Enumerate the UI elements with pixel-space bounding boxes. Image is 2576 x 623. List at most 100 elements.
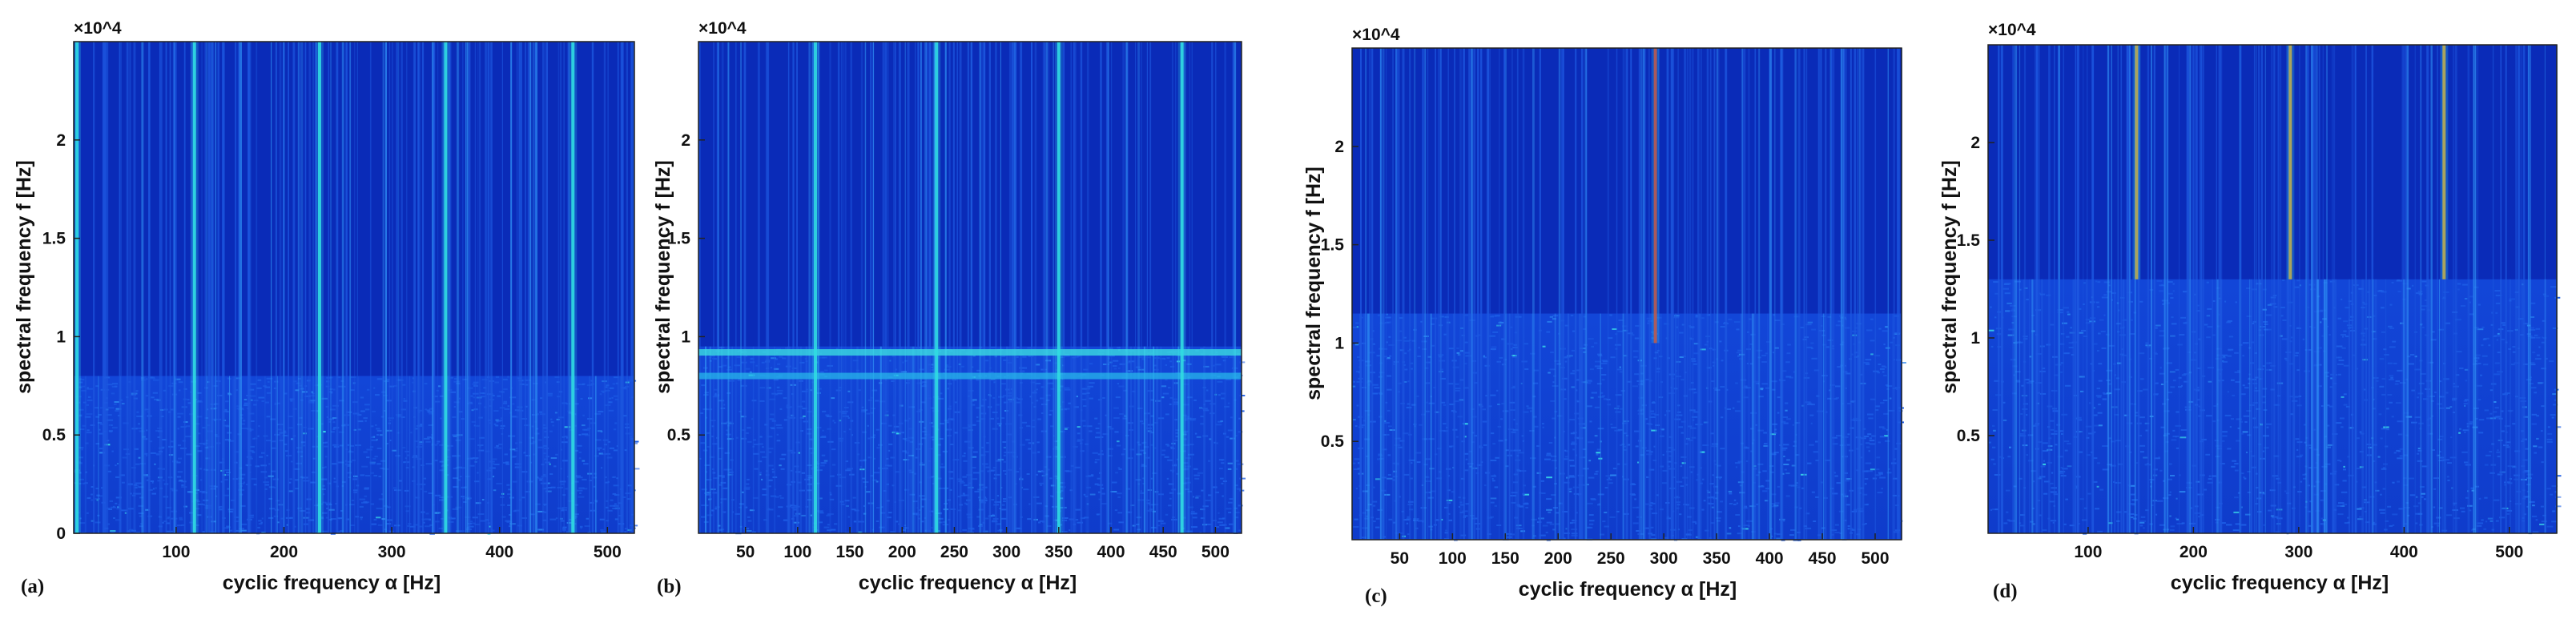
x-tick-label: 350 [1044,543,1073,561]
y-tick-label: 2 [681,131,690,150]
x-tick-label: 400 [1097,543,1125,561]
x-tick-label: 100 [2074,543,2102,561]
x-tick-label: 500 [1201,543,1230,561]
y-tick-label: 2 [1334,138,1344,156]
cyclic-frequency-line-glow [932,42,941,533]
cyclic-frequency-line-glow [811,42,820,533]
y-exponent-label: ×10^4 [1352,26,1400,44]
x-axis-label: cyclic frequency α [Hz] [2171,572,2389,594]
cyclic-frequency-line [571,42,575,533]
x-tick-label: 200 [888,543,916,561]
y-tick-label: 1.5 [1321,236,1345,255]
y-tick-label: 1 [681,328,690,346]
cyclic-frequency-line [317,42,321,533]
cyclic-frequency-line-glow [315,42,324,533]
y-tick-label: 1 [1334,334,1344,352]
x-tick-label: 450 [1809,549,1837,568]
cyclic-frequency-line-glow [73,42,82,533]
y-tick-label: 1 [1970,329,1980,348]
vertical-striations [78,42,635,533]
x-tick-label: 300 [1650,549,1678,568]
heatmap-panel-d: ×10^4 spectral frequency f [Hz] cyclic f… [1938,21,2562,602]
x-axis-label: cyclic frequency α [Hz] [1519,578,1737,601]
y-tick-label: 1.5 [1957,231,1981,250]
panel-label: (d) [1993,581,2018,602]
cyclic-frequency-line [1180,42,1184,533]
panel-label: (b) [657,576,682,597]
heatmap-plot-area [1987,44,2562,535]
x-tick-label: 450 [1149,543,1177,561]
x-axis-label: cyclic frequency α [Hz] [223,572,441,594]
cyclic-frequency-line-glow [2440,45,2449,279]
cyclic-frequency-line [2442,45,2446,279]
cyclic-frequency-line [2135,45,2139,279]
x-tick-label: 100 [1439,549,1467,568]
heatmap-panel-c: ×10^4 spectral frequency f [Hz] cyclic f… [1302,26,1906,607]
x-tick-label: 200 [2180,543,2208,561]
vertical-striations [1998,45,2558,533]
cyclic-frequency-line-glow [1651,48,1660,344]
cyclic-frequency-line [75,42,79,533]
y-tick-label: 2 [56,131,66,150]
plot-frame [698,41,1242,534]
y-tick-label: 2 [1970,134,1980,152]
x-tick-label: 300 [2284,543,2312,561]
plot-frame [1987,44,2558,534]
y-axis-label: spectral frequency f [Hz] [652,160,674,394]
cyclic-frequency-line [444,42,448,533]
x-tick-label: 500 [1861,549,1889,568]
cyclic-frequency-line-glow [2286,45,2295,279]
y-tick-label: 0.5 [42,426,66,444]
x-tick-label: 500 [2495,543,2523,561]
cyclic-frequency-line-glow [1054,42,1063,533]
horizontal-band-line [698,372,1242,380]
vertical-striations [698,42,1239,533]
x-tick-label: 200 [1544,549,1572,568]
y-tick-label: 0.5 [667,426,691,444]
cyclic-frequency-line [192,42,196,533]
y-tick-label: 1 [56,328,66,346]
y-exponent-label: ×10^4 [74,19,122,38]
x-tick-label: 50 [736,543,755,561]
y-exponent-label: ×10^4 [698,19,747,38]
heatmap-panel-b: ×10^4 spectral frequency f [Hz] cyclic f… [652,19,1246,597]
cyclic-frequency-line [1057,42,1061,533]
cyclic-frequency-line [814,42,818,533]
heatmap-plot-area [73,41,640,535]
y-tick-label: 1.5 [667,230,691,248]
panel-label: (a) [21,576,44,597]
heatmap-plot-area [698,41,1246,535]
y-axis-label: spectral frequency f [Hz] [13,160,35,394]
y-tick-label: 1.5 [42,230,66,248]
x-tick-label: 300 [992,543,1020,561]
x-tick-label: 350 [1703,549,1731,568]
y-tick-label: 0.5 [1321,432,1345,451]
plot-frame [1351,47,1902,541]
x-tick-label: 150 [836,543,864,561]
x-tick-label: 200 [270,543,298,561]
x-axis-label: cyclic frequency α [Hz] [859,572,1077,594]
x-tick-label: 250 [940,543,968,561]
cyclic-frequency-line [1653,48,1657,344]
cyclic-frequency-line-glow [190,42,199,533]
horizontal-band-line [698,349,1242,356]
cyclic-frequency-line-glow [569,42,578,533]
x-tick-label: 300 [378,543,406,561]
vertical-striations [1359,48,1902,540]
cyclic-frequency-line-glow [1177,42,1186,533]
x-tick-label: 250 [1597,549,1625,568]
x-tick-label: 50 [1391,549,1409,568]
cyclic-frequency-line-glow [441,42,450,533]
x-tick-label: 100 [162,543,190,561]
y-exponent-label: ×10^4 [1988,21,2036,39]
x-tick-label: 400 [485,543,513,561]
x-tick-label: 100 [783,543,811,561]
y-tick-label: 0.5 [1957,427,1981,445]
y-tick-label: 0 [56,525,66,543]
x-tick-label: 400 [1756,549,1784,568]
x-tick-label: 150 [1491,549,1519,568]
heatmap-panel-a: ×10^4 spectral frequency f [Hz] cyclic f… [13,19,640,597]
x-tick-label: 400 [2390,543,2418,561]
x-tick-label: 500 [594,543,622,561]
y-axis-label: spectral frequency f [Hz] [1938,160,1961,394]
